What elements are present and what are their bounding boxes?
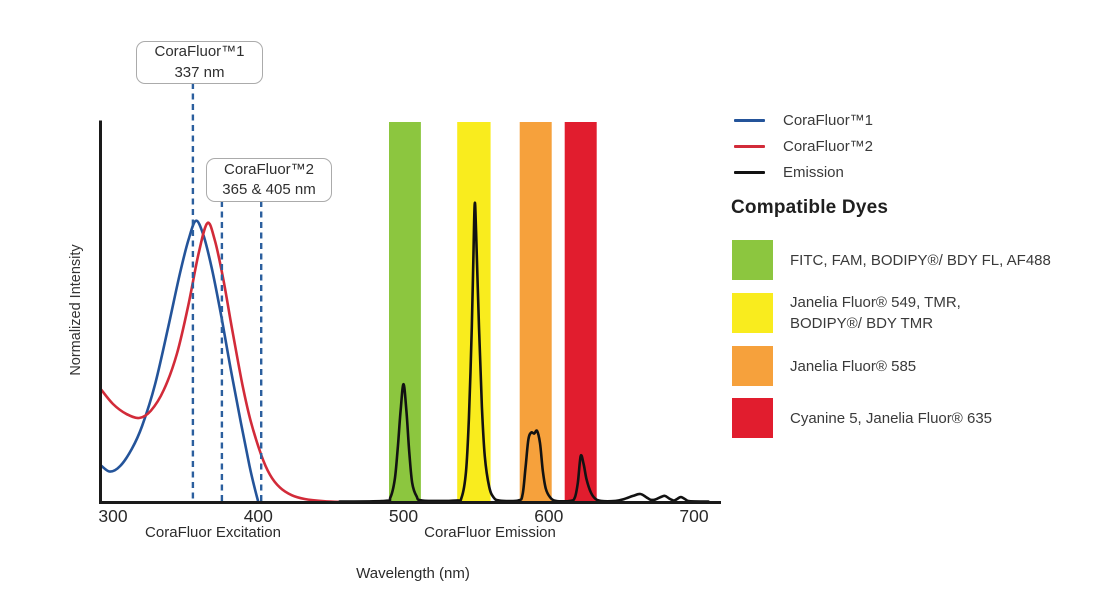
dye-label-orange: Janelia Fluor® 585 — [790, 357, 917, 375]
callout-corafluor2-value: 365 & 405 nm — [222, 181, 316, 198]
dye-label-green: FITC, FAM, BODIPY®/ BDY FL, AF488 — [790, 251, 1051, 269]
dye-item-orange: Janelia Fluor® 585 — [732, 346, 1051, 386]
legend-label-corafluor2: CoraFluor™2 — [783, 137, 874, 155]
compatible-dyes-heading: Compatible Dyes — [731, 197, 889, 218]
callout-corafluor1-value: 337 nm — [174, 63, 225, 81]
dye-swatch-red — [732, 398, 773, 438]
excitation-section-caption: CoraFluor Excitation — [145, 524, 281, 541]
x-tick-label: 400 — [243, 506, 273, 526]
dye-label-yellow: Janelia Fluor® 549, TMR, BODIPY®/ BDY TM… — [790, 294, 961, 332]
callout-corafluor1-title: CoraFluor™1 — [154, 43, 245, 61]
y-axis-label: Normalized Intensity — [68, 244, 84, 376]
band-red — [564, 122, 597, 502]
callout-corafluor2: CoraFluor™2 365 & 405 nm — [206, 158, 332, 202]
legend-line-swatch-corafluor1 — [734, 118, 765, 122]
callout-corafluor2-title: CoraFluor™2 — [223, 160, 315, 178]
legend-label-corafluor1: CoraFluor™1 — [783, 111, 874, 129]
x-tick-label: 300 — [98, 506, 128, 526]
legend: CoraFluor™1 CoraFluor™2 Emission — [734, 107, 873, 185]
dye-swatch-yellow — [732, 293, 773, 333]
legend-label-emission: Emission — [783, 163, 844, 181]
dye-swatch-orange — [732, 346, 773, 386]
x-tick-label: 700 — [679, 506, 709, 526]
legend-item-emission: Emission — [734, 159, 873, 185]
band-green — [389, 122, 421, 502]
dye-label-red: Cyanine 5, Janelia Fluor® 635 — [790, 409, 993, 427]
emission-curve — [338, 201, 710, 503]
dye-item-green: FITC, FAM, BODIPY®/ BDY FL, AF488 — [732, 240, 1051, 280]
legend-item-corafluor2: CoraFluor™2 — [734, 133, 873, 159]
legend-line-swatch-corafluor2 — [734, 144, 765, 148]
x-tick-label: 500 — [388, 506, 419, 526]
band-yellow — [457, 122, 491, 502]
dye-item-yellow: Janelia Fluor® 549, TMR, BODIPY®/ BDY TM… — [732, 292, 1051, 334]
compatible-dyes-list: FITC, FAM, BODIPY®/ BDY FL, AF488 Janeli… — [732, 240, 1051, 450]
band-orange — [519, 122, 552, 502]
x-axis-label: Wavelength (nm) — [356, 565, 470, 582]
legend-line-swatch-emission — [734, 170, 765, 174]
corafluor1-excitation-curve — [100, 219, 260, 504]
emission-section-caption: CoraFluor Emission — [424, 524, 556, 541]
legend-item-corafluor1: CoraFluor™1 — [734, 107, 873, 133]
dye-item-red: Cyanine 5, Janelia Fluor® 635 — [732, 398, 1051, 438]
callout-corafluor1: CoraFluor™1 337 nm — [136, 41, 263, 84]
dye-swatch-green — [732, 240, 773, 280]
corafluor2-excitation-curve — [100, 221, 344, 504]
x-tick-label: 600 — [534, 506, 564, 526]
